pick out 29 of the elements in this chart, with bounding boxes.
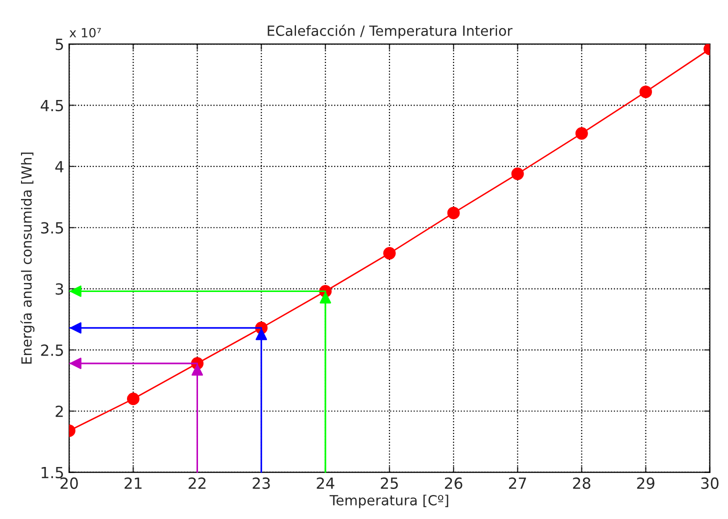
point — [575, 127, 588, 140]
text: x 10⁷ — [70, 28, 101, 38]
x-tick-label: 23 — [252, 477, 270, 489]
y-tick-label: 1.5 — [42, 466, 63, 478]
point — [447, 206, 460, 220]
x-tick-label: 30 — [701, 477, 719, 489]
y-tick-label: 5 — [56, 38, 63, 50]
y-axis-title: Energía anual consumida [Wh] — [20, 152, 34, 364]
point — [126, 392, 140, 406]
x-tick-label: 25 — [380, 477, 398, 489]
y-tick-label: 4 — [55, 161, 64, 172]
y-tick-label: 3 — [56, 283, 64, 295]
x-axis-title: Temperatura [Cº] — [330, 494, 448, 508]
x-tick-label: 29 — [637, 477, 654, 489]
point — [511, 168, 524, 180]
x-tick-label: 24 — [316, 477, 334, 489]
x-tick-label: 22 — [188, 477, 206, 489]
x-tick-label: 27 — [509, 477, 526, 489]
point — [639, 86, 652, 98]
x-tick-label: 28 — [573, 477, 590, 489]
y-tick-label: 3.5 — [41, 222, 63, 234]
y-tick-label: 2.5 — [41, 344, 63, 356]
point — [383, 247, 396, 260]
x-tick-label: 20 — [60, 477, 78, 489]
x-tick-label: 26 — [444, 477, 462, 489]
x-tick-label: 21 — [124, 477, 142, 489]
y-tick-label: 4.5 — [40, 100, 63, 112]
chart-title: ECalefacción / Temperatura Interior — [268, 24, 513, 39]
y-tick-label: 2 — [56, 406, 63, 417]
